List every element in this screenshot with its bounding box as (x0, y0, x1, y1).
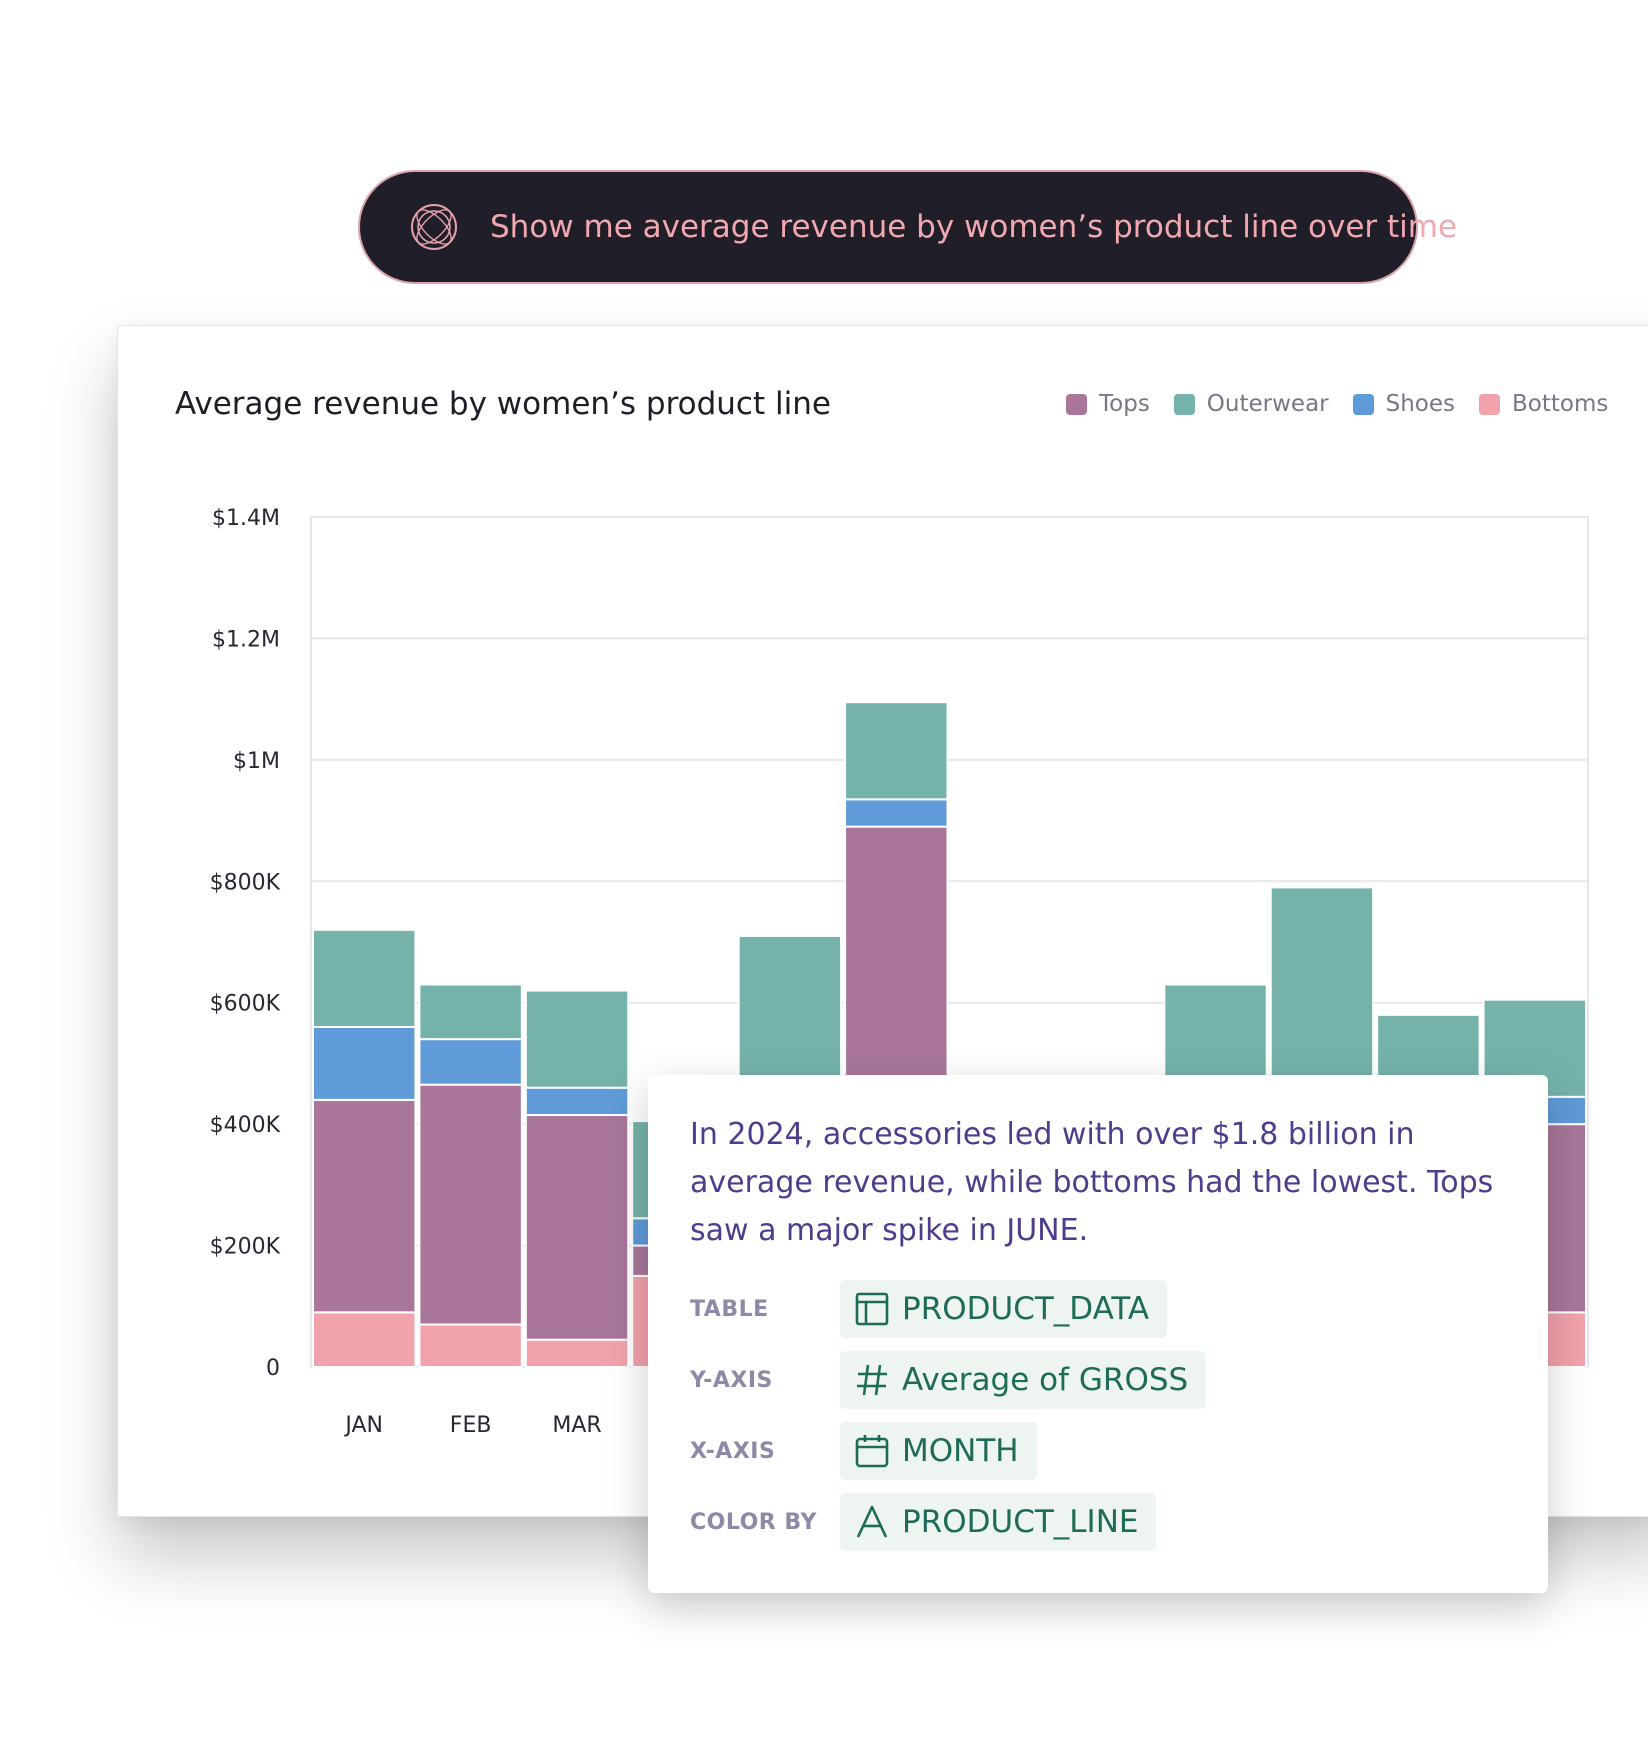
y-tick-label: $600K (210, 992, 281, 1017)
legend-swatch-shoes (1352, 393, 1374, 415)
y-tick-label: $200K (210, 1235, 281, 1260)
legend-item-shoes[interactable]: Shoes (1352, 391, 1456, 417)
legend-label-bottoms: Bottoms (1512, 391, 1609, 417)
prompt-text: Show me average revenue by women’s produ… (490, 209, 1458, 245)
y-tick-label: $800K (210, 870, 281, 895)
bar-tops (312, 1098, 417, 1314)
info-label-color-by: COLOR BY (690, 1509, 817, 1535)
info-row-y-axis: Y-AXIS Average of GROSS (690, 1351, 1207, 1409)
legend-swatch-tops (1066, 393, 1087, 415)
legend-swatch-bottoms (1479, 393, 1501, 415)
bar-shoes (312, 1026, 417, 1101)
bar-outerwear (524, 989, 630, 1089)
bar-shoes (844, 798, 949, 828)
legend-item-outerwear[interactable]: Outerwear (1173, 391, 1329, 417)
y-tick-label: 0 (266, 1356, 280, 1381)
x-tick-label: MAR (552, 1413, 601, 1438)
chart-title: Average revenue by women’s product line (175, 386, 831, 422)
hash-icon (857, 1364, 887, 1396)
bar-outerwear (844, 701, 949, 801)
color-by-chip-value: PRODUCT_LINE (902, 1504, 1139, 1540)
x-axis-chip-value: MONTH (902, 1433, 1019, 1469)
info-row-x-axis: X-AXIS MONTH (690, 1422, 1037, 1480)
legend-label-shoes: Shoes (1385, 391, 1456, 417)
x-axis-chip[interactable]: MONTH (840, 1422, 1037, 1480)
bar-bottoms (312, 1311, 417, 1368)
bar-shoes (524, 1086, 630, 1117)
text-type-icon (856, 1505, 888, 1538)
bar-outerwear (418, 983, 523, 1041)
insight-summary: In 2024, accessories led with over $1.8 … (690, 1117, 1494, 1248)
bar-outerwear (312, 928, 417, 1028)
info-label-table: TABLE (690, 1296, 769, 1322)
y-tick-label: $400K (210, 1113, 281, 1138)
info-row-table: TABLE PRODUCT_DATA (690, 1280, 1168, 1338)
legend-label-outerwear: Outerwear (1206, 391, 1329, 417)
bar-tops (418, 1083, 523, 1326)
legend-label-tops: Tops (1099, 391, 1150, 417)
y-axis-chip[interactable]: Average of GROSS (840, 1351, 1207, 1409)
ai-sparkle-icon (411, 204, 457, 250)
y-axis-chip-value: Average of GROSS (902, 1362, 1189, 1398)
legend-item-tops[interactable]: Tops (1066, 391, 1150, 417)
info-row-color-by: COLOR BY PRODUCT_LINE (690, 1493, 1157, 1551)
table-icon (855, 1292, 889, 1326)
y-tick-label: $1.2M (212, 627, 280, 652)
chart-info-card: In 2024, accessories led with over $1.8 … (648, 1075, 1548, 1593)
legend-item-bottoms[interactable]: Bottoms (1479, 391, 1608, 417)
bar-bottoms (524, 1338, 630, 1369)
table-chip-value: PRODUCT_DATA (902, 1291, 1150, 1327)
calendar-icon (855, 1435, 889, 1468)
y-tick-label: $1M (233, 749, 280, 774)
table-chip[interactable]: PRODUCT_DATA (840, 1280, 1168, 1338)
ai-prompt-bar[interactable]: Show me average revenue by women’s produ… (358, 170, 1457, 284)
legend-swatch-outerwear (1173, 393, 1195, 415)
color-by-chip[interactable]: PRODUCT_LINE (840, 1493, 1157, 1551)
bar-shoes (418, 1038, 523, 1086)
x-tick-label: JAN (343, 1413, 383, 1438)
y-tick-label: $1.4M (212, 506, 280, 531)
info-label-x-axis: X-AXIS (690, 1438, 776, 1464)
bar-bottoms (418, 1323, 523, 1368)
bar-tops (524, 1114, 630, 1341)
x-tick-label: FEB (450, 1413, 492, 1438)
chart-legend: Tops Outerwear Shoes Bottoms (1066, 391, 1608, 417)
info-label-y-axis: Y-AXIS (690, 1367, 773, 1393)
